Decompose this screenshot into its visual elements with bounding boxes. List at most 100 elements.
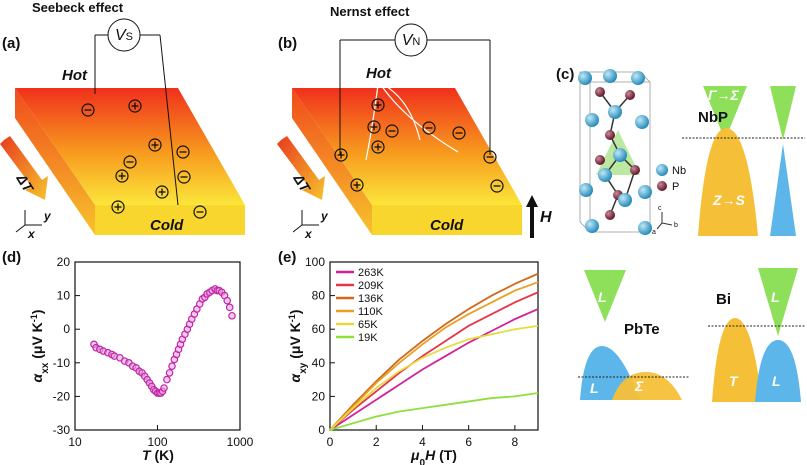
- voltmeter-label: VN: [402, 32, 421, 49]
- panel-b: (b) Nernst effect VN Hot Cold ΔT y x H: [277, 4, 552, 241]
- y-tick-label: 40: [312, 356, 326, 370]
- data-point: [168, 362, 176, 370]
- series-line: [329, 281, 539, 431]
- series-line: [329, 308, 539, 431]
- y-tick-label: 80: [312, 289, 326, 303]
- y-axis-label: αxy (μV K-1): [287, 310, 309, 383]
- x-tick-label: 0: [327, 435, 334, 449]
- axis-y-label: y: [320, 209, 329, 223]
- crystal-axis-label: b: [674, 222, 678, 229]
- crystal-axes: [656, 212, 673, 230]
- plot-frame: [329, 261, 539, 431]
- series-line: [329, 324, 539, 431]
- band-label: L: [771, 289, 780, 305]
- series-line: [329, 291, 539, 431]
- crystal-axis-label: c: [658, 205, 662, 212]
- band: [755, 340, 801, 402]
- data-point: [225, 303, 234, 312]
- slab-side: [292, 88, 372, 235]
- atoms: [578, 69, 652, 235]
- data-point: [165, 369, 174, 377]
- panel-c: (c) Nb P c a b NbP Γ→Σ Z→S PbTe L L Σ Bi…: [556, 66, 805, 402]
- x-axis-label: T (K): [142, 447, 174, 463]
- band-label: Σ: [634, 378, 644, 394]
- legend-label: 65K: [358, 319, 378, 331]
- field-arrow-head: [526, 195, 538, 207]
- y-tick-label: 0: [63, 322, 70, 336]
- data-point: [223, 296, 232, 305]
- x-tick-label: 10: [68, 435, 82, 449]
- band: [612, 372, 682, 400]
- band-label: L: [598, 289, 607, 305]
- voltmeter-label: VS: [115, 27, 133, 44]
- legend-label: 110K: [358, 306, 384, 318]
- y-tick-label: -30: [53, 423, 71, 437]
- y-axis-label: αxx (μV K-1): [29, 310, 51, 383]
- panel-label: (c): [556, 66, 574, 83]
- data-point: [163, 375, 171, 384]
- panel-title: Seebeck effect: [32, 0, 124, 15]
- band-label: L: [772, 373, 781, 389]
- band: [698, 128, 758, 236]
- y-tick-label: 10: [57, 289, 71, 303]
- x-tick-label: 8: [512, 435, 519, 449]
- x-tick-label: 1000: [227, 435, 254, 449]
- panel-label: (d): [2, 249, 21, 266]
- legend-label: 19K: [358, 332, 378, 344]
- slab-side: [15, 88, 95, 235]
- axes-glyph: [292, 210, 319, 233]
- panel-label: (a): [2, 35, 20, 52]
- slab-front: [372, 205, 522, 235]
- y-tick-label: 60: [312, 322, 326, 336]
- voltmeter: [107, 18, 141, 52]
- crystal-axis-label: a: [652, 229, 656, 236]
- y-tick-label: 20: [312, 389, 326, 403]
- carrier-paths: [365, 84, 459, 161]
- gradient-arrow: [277, 136, 325, 200]
- cold-label: Cold: [430, 217, 464, 234]
- y-tick-label: 100: [305, 255, 325, 269]
- slab-top: [15, 88, 245, 205]
- x-axis-label: μ0H (T): [410, 447, 457, 465]
- chart: 10 100 1000 -30 -20 -10 0 10 20: [53, 255, 254, 449]
- voltmeter: [394, 23, 428, 57]
- field-label: H: [540, 209, 552, 226]
- axes-glyph: [15, 210, 42, 233]
- y-tick-label: -10: [53, 356, 71, 370]
- wire: [159, 34, 179, 206]
- material-label: NbP: [698, 109, 728, 126]
- legend-swatch: [657, 181, 667, 191]
- y-tick-label: 0: [318, 423, 325, 437]
- legend-label: Nb: [672, 165, 686, 177]
- panel-label: (e): [278, 249, 296, 266]
- legend-label: 136K: [358, 293, 384, 305]
- hot-label: Hot: [62, 67, 88, 84]
- panel-a: (a) Seebeck effect VS Hot Cold ΔT y x: [0, 0, 245, 241]
- x-tick-label: 2: [373, 435, 380, 449]
- x-tick-label: 100: [147, 435, 167, 449]
- axis-x-label: x: [27, 227, 36, 241]
- band-label: T: [729, 373, 739, 389]
- band: [758, 268, 798, 336]
- series-line: [329, 392, 539, 431]
- axis-y-label: y: [43, 209, 52, 223]
- x-tick-label: 6: [465, 435, 472, 449]
- band: [770, 86, 796, 140]
- data-point: [228, 311, 236, 320]
- data-point: [160, 384, 168, 392]
- band: [584, 270, 626, 322]
- legend-swatch: [656, 164, 668, 176]
- slab-top: [292, 88, 522, 205]
- band-label: Γ→Σ: [708, 87, 740, 103]
- panel-label: (b): [278, 35, 297, 52]
- axis-x-label: x: [304, 227, 313, 241]
- panel-title: Nernst effect: [330, 4, 410, 19]
- legend-label: P: [672, 181, 679, 193]
- slab-front: [95, 205, 245, 235]
- y-tick-label: 20: [57, 255, 71, 269]
- band-label: Z→S: [712, 192, 746, 208]
- gradient-arrow: [0, 136, 48, 200]
- legend-label: 263K: [358, 267, 384, 279]
